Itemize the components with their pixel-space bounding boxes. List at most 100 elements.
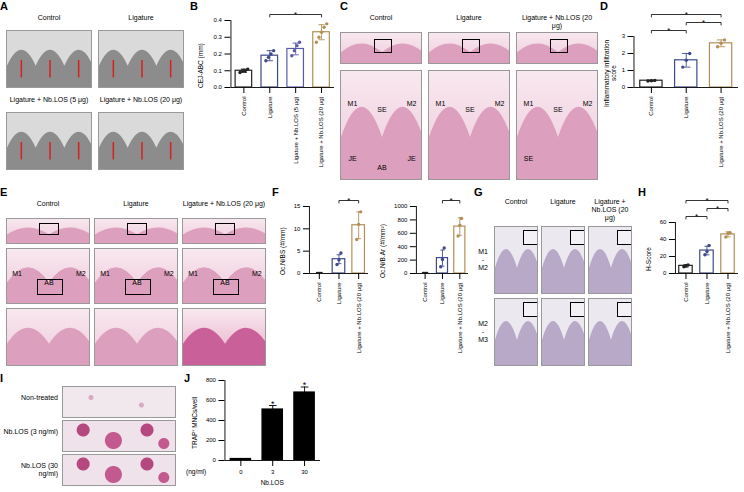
svg-text:15: 15 xyxy=(294,203,301,209)
svg-text:0: 0 xyxy=(297,270,301,276)
html-text:M1 - M2: M1 - M2 xyxy=(478,248,488,271)
html-text:M2: M2 xyxy=(406,100,417,107)
html-text:M1: M1 xyxy=(347,100,358,107)
svg-text:Ligature + Nb.LOS (20 μg): Ligature + Nb.LOS (20 μg) xyxy=(318,97,324,168)
svg-text:Ligature + Nb.LOS (5 μg): Ligature + Nb.LOS (5 μg) xyxy=(293,97,299,164)
html-text:Ligature + Nb.LOS (20 μg): Ligature + Nb.LOS (20 μg) xyxy=(591,198,629,221)
svg-text:0: 0 xyxy=(404,270,408,276)
html-text:M2: M2 xyxy=(252,270,262,278)
svg-text:3: 3 xyxy=(271,469,275,475)
html-text:Ligature: Ligature xyxy=(456,14,482,21)
svg-text:*: * xyxy=(716,204,719,213)
svg-text:Control: Control xyxy=(316,283,322,302)
svg-text:600: 600 xyxy=(397,230,408,236)
svg-text:400: 400 xyxy=(206,417,217,423)
svg-text:Ligature + Nb.LOS (20 μg): Ligature + Nb.LOS (20 μg) xyxy=(457,283,463,354)
svg-text:*: * xyxy=(685,10,688,19)
html-text:B: B xyxy=(190,0,198,12)
html-text:Control: Control xyxy=(369,14,393,21)
svg-text:20: 20 xyxy=(660,253,667,259)
html-text:A: A xyxy=(0,0,8,12)
html-text:AB: AB xyxy=(132,278,142,286)
svg-text:600: 600 xyxy=(206,397,217,403)
svg-text:Ligature: Ligature xyxy=(439,282,445,304)
html-text:M2: M2 xyxy=(76,270,86,278)
html-text:AB: AB xyxy=(44,278,54,286)
svg-text:*: * xyxy=(695,212,698,221)
svg-text:Control: Control xyxy=(241,97,247,116)
svg-text:400: 400 xyxy=(397,244,408,250)
html-text:M2: M2 xyxy=(164,270,174,278)
svg-text:2: 2 xyxy=(622,50,626,56)
svg-text:Ligature: Ligature xyxy=(704,282,710,304)
html-text:Ligature: Ligature xyxy=(128,14,154,21)
svg-text:1: 1 xyxy=(622,67,626,73)
svg-text:*: * xyxy=(702,18,705,27)
svg-text:Ligature: Ligature xyxy=(267,96,273,118)
html-text:M2 - M3: M2 - M3 xyxy=(478,320,488,343)
svg-text:*: * xyxy=(450,196,453,205)
html-text:D: D xyxy=(600,0,608,12)
svg-text:10: 10 xyxy=(294,226,301,232)
svg-text:Control: Control xyxy=(422,283,428,302)
svg-text:0: 0 xyxy=(239,469,243,475)
svg-text:Ligature + Nb.LOS (20 μg): Ligature + Nb.LOS (20 μg) xyxy=(725,283,731,354)
html-text:G: G xyxy=(474,186,483,198)
html-text:AB: AB xyxy=(377,163,387,171)
svg-text:Control: Control xyxy=(683,283,689,302)
html-text:Nb.LOS (30 ng/ml): Nb.LOS (30 ng/ml) xyxy=(21,462,58,477)
svg-text:*: * xyxy=(705,196,708,205)
html-text:Oc.N/B.Ar (#/mm²): Oc.N/B.Ar (#/mm²) xyxy=(378,224,386,279)
svg-text:3: 3 xyxy=(622,33,626,39)
svg-text:0.0: 0.0 xyxy=(214,84,223,90)
html-text:C: C xyxy=(340,0,348,12)
svg-text:30: 30 xyxy=(301,469,308,475)
svg-text:0: 0 xyxy=(663,270,667,276)
html-text:SE: SE xyxy=(553,105,563,113)
html-text:Inflammatory infiltration scor: Inflammatory infiltration score xyxy=(603,39,617,108)
html-text:Ligature + Nb.LOS (20 μg): Ligature + Nb.LOS (20 μg) xyxy=(99,96,183,103)
svg-text:*: * xyxy=(294,10,297,19)
html-text:Ligature + Nb.LOS (5 μg): Ligature + Nb.LOS (5 μg) xyxy=(9,96,89,103)
svg-text:800: 800 xyxy=(206,377,217,383)
svg-text:Ligature + Nb.LOS (20 μg): Ligature + Nb.LOS (20 μg) xyxy=(718,97,724,168)
html-text:Ligature + Nb.LOS (20 μg): Ligature + Nb.LOS (20 μg) xyxy=(521,14,593,29)
svg-text:0.4: 0.4 xyxy=(214,17,223,23)
html-text:M1: M1 xyxy=(12,270,22,278)
svg-text:Ligature: Ligature xyxy=(683,96,689,118)
svg-text:40: 40 xyxy=(660,236,667,242)
svg-text:1000: 1000 xyxy=(394,203,408,209)
svg-text:800: 800 xyxy=(397,217,408,223)
html-text:CEJ-ABC (mm): CEJ-ABC (mm) xyxy=(196,43,204,88)
html-text:TRAP⁺ MNCs/well: TRAP⁺ MNCs/well xyxy=(190,396,198,450)
svg-text:*: * xyxy=(347,196,350,205)
svg-text:*: * xyxy=(667,26,670,35)
html-text:H: H xyxy=(638,186,646,198)
svg-text:0: 0 xyxy=(622,84,626,90)
html-text:JE: JE xyxy=(348,155,357,162)
html-text:Oc.N/BS (#/mm): Oc.N/BS (#/mm) xyxy=(278,227,286,276)
html-text:SE: SE xyxy=(377,105,387,113)
svg-text:0: 0 xyxy=(213,457,217,463)
html-text:M1: M1 xyxy=(435,100,446,107)
svg-text:60: 60 xyxy=(660,219,667,225)
html-text:M1: M1 xyxy=(100,270,110,278)
html-text:M1: M1 xyxy=(188,270,198,278)
svg-text:Control: Control xyxy=(648,97,654,116)
html-text:AB: AB xyxy=(220,278,230,286)
html-text:Control: Control xyxy=(37,14,61,21)
svg-text:Ligature: Ligature xyxy=(336,282,342,304)
svg-text:200: 200 xyxy=(397,257,408,263)
html-text:SE: SE xyxy=(465,105,475,113)
svg-text:0.1: 0.1 xyxy=(214,68,223,74)
html-text:JE: JE xyxy=(407,155,416,162)
html-text:E: E xyxy=(0,186,8,198)
svg-text:200: 200 xyxy=(206,437,217,443)
svg-text:*: * xyxy=(303,380,307,390)
svg-text:*: * xyxy=(271,399,275,409)
html-text:H-Score: H-Score xyxy=(644,247,652,272)
svg-text:0.3: 0.3 xyxy=(214,34,223,40)
svg-text:Ligature + Nb.LOS (20 μg): Ligature + Nb.LOS (20 μg) xyxy=(356,283,362,354)
svg-text:0.2: 0.2 xyxy=(214,51,223,57)
svg-text:5: 5 xyxy=(297,248,301,254)
